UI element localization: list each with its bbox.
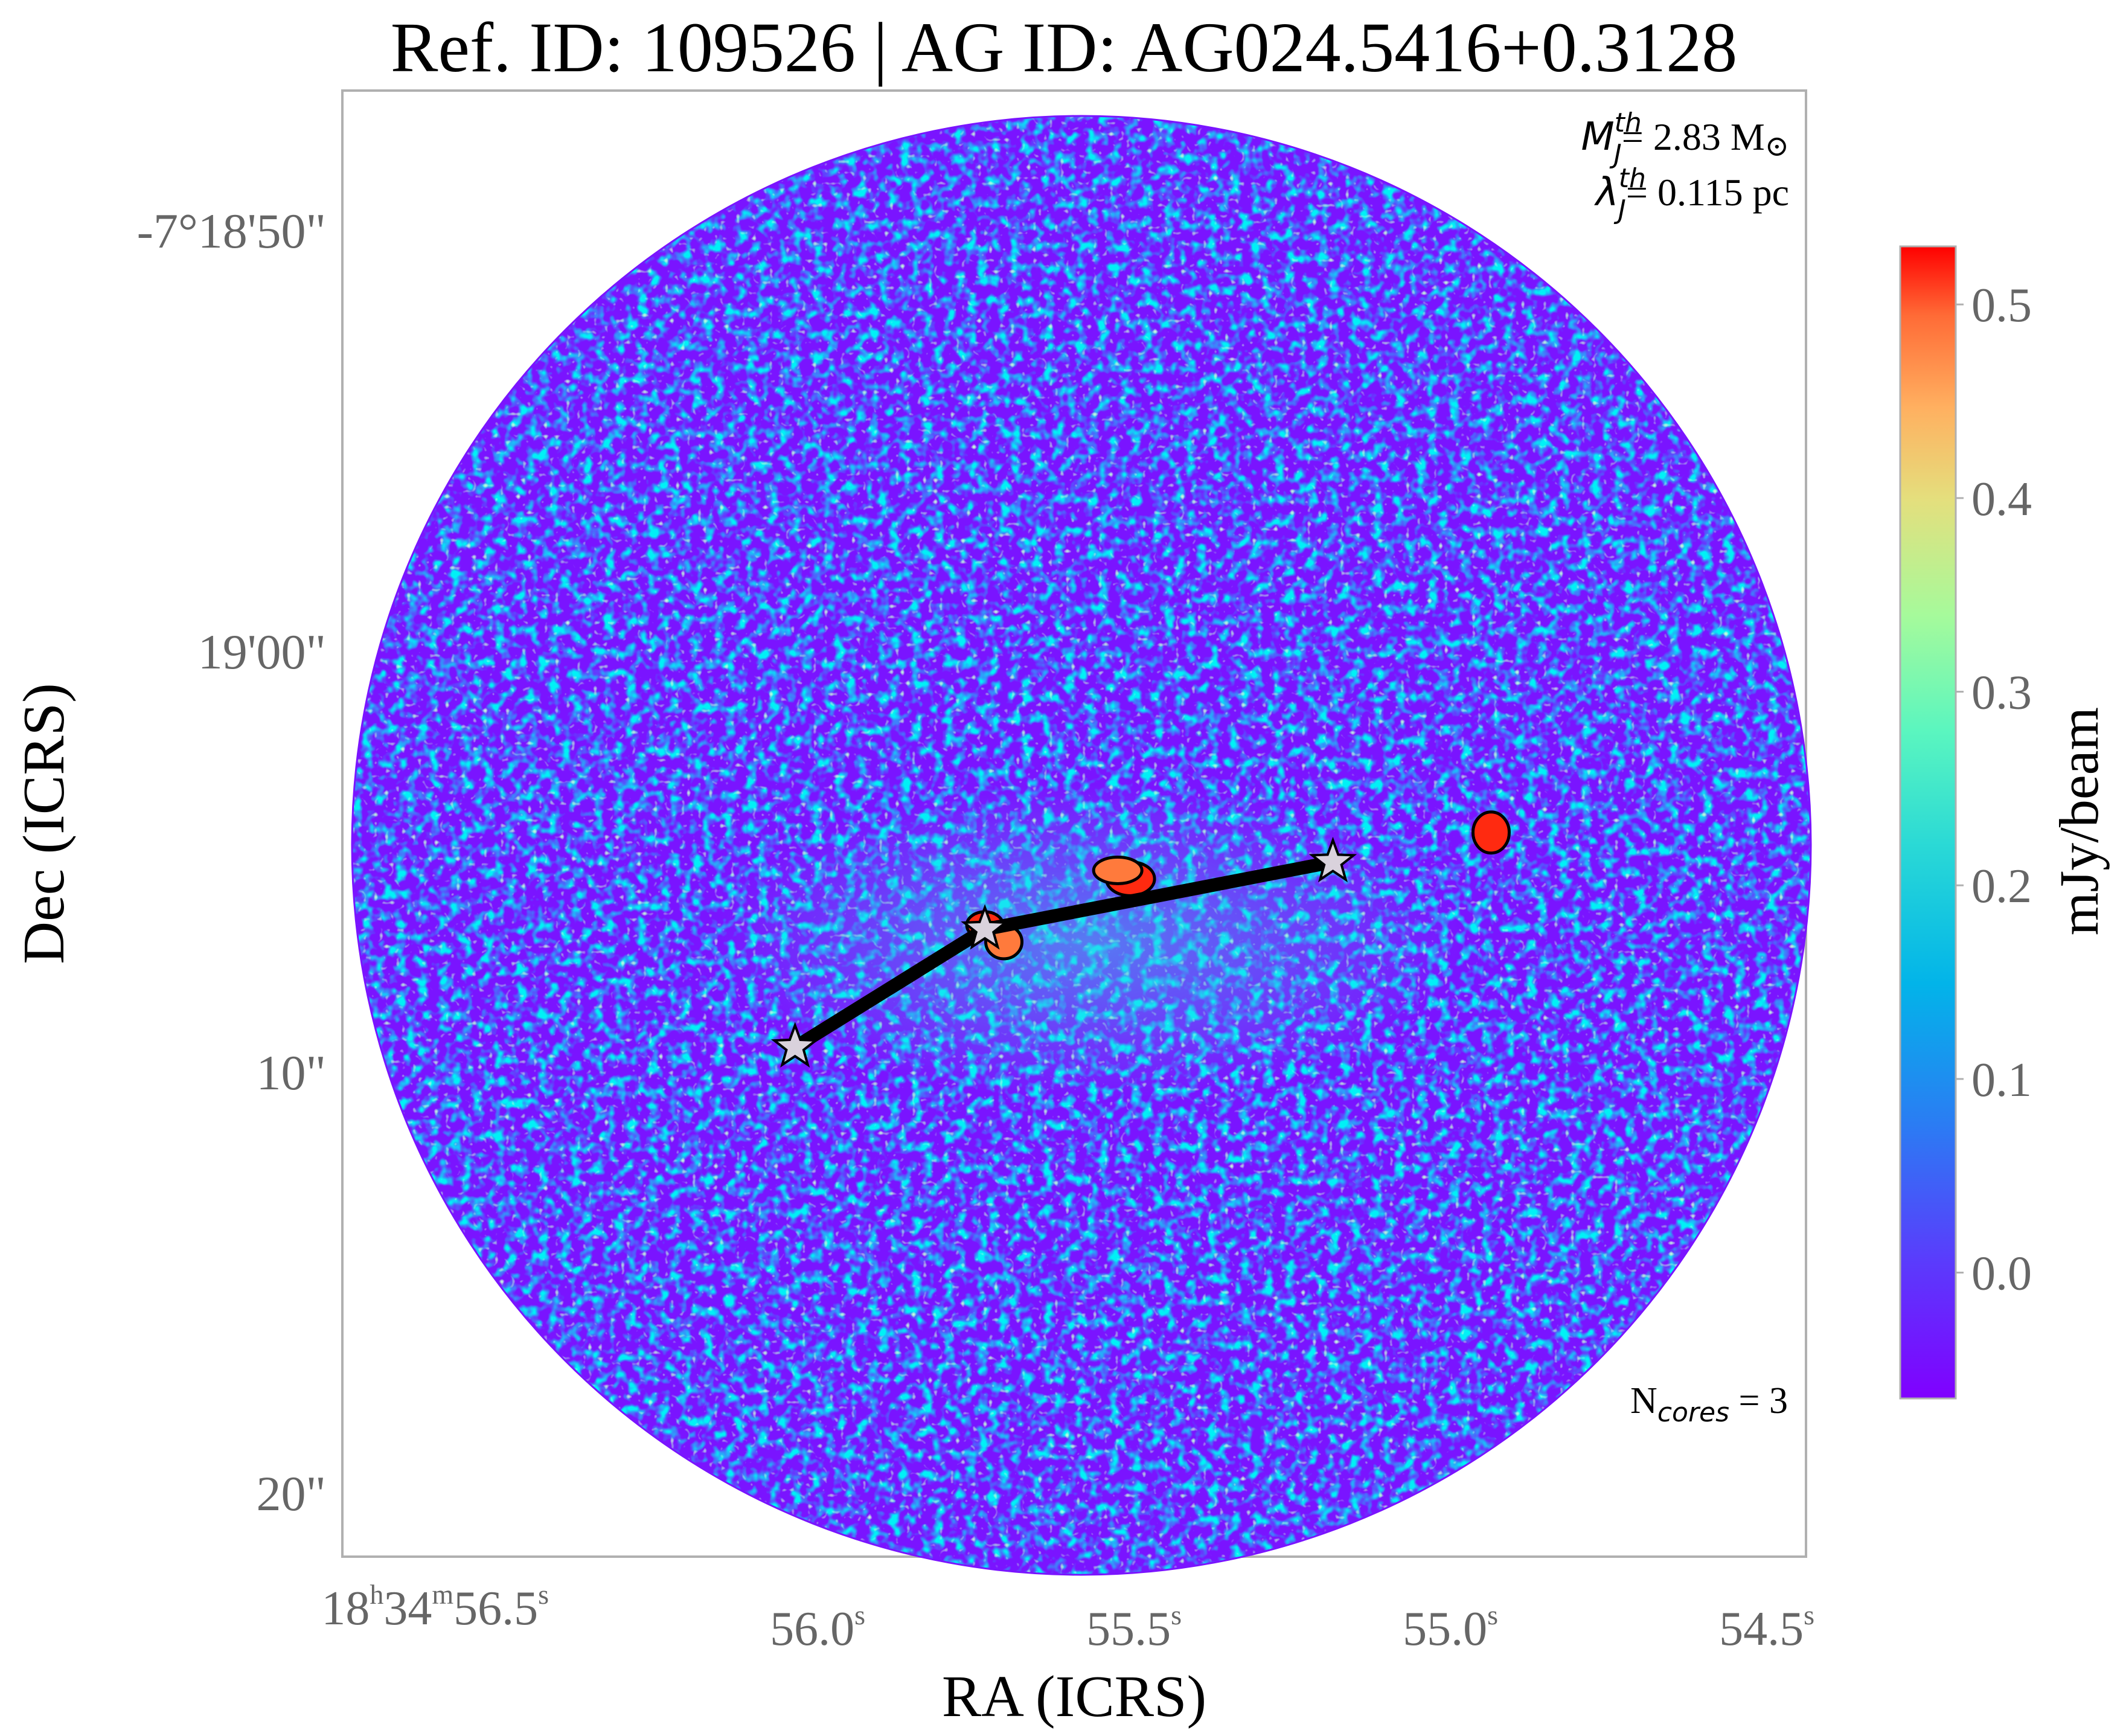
emission-blob bbox=[1471, 810, 1511, 855]
jeans-length-annotation: λth J= 0.115 pc bbox=[1594, 163, 1789, 225]
colorbar-tick-label: 0.4 bbox=[1971, 473, 2032, 526]
chart-title: Ref. ID: 109526 | AG ID: AG024.5416+0.31… bbox=[391, 8, 1737, 87]
ncores-annotation: Ncores = 3 bbox=[1630, 1380, 1788, 1428]
y-axis-ticks: -7°18'50" 19'00" 10" 20" bbox=[137, 203, 326, 1521]
colorbar-label: mJy/beam bbox=[2048, 707, 2110, 935]
x-tick-label: 54.5s bbox=[1719, 1600, 1814, 1656]
x-tick-label: 55.0s bbox=[1403, 1600, 1498, 1656]
colorbar-tick-label: 0.0 bbox=[1971, 1248, 2032, 1301]
x-tick-label: 55.5s bbox=[1086, 1600, 1182, 1656]
map-edge bbox=[351, 115, 1812, 1576]
colorbar-ticks: 0.0 0.1 0.2 0.3 0.4 0.5 bbox=[1956, 279, 2032, 1301]
colorbar-tick-label: 0.2 bbox=[1971, 860, 2032, 913]
y-tick-label: 20" bbox=[257, 1466, 326, 1521]
jeans-mass-annotation: Mth J= 2.83 M⊙ bbox=[1581, 107, 1789, 170]
emission-blob bbox=[1092, 855, 1144, 885]
y-tick-label: 10" bbox=[257, 1045, 326, 1100]
x-axis-ticks: 18h34m56.5s 56.0s 55.5s 55.0s 54.5s bbox=[321, 1579, 1814, 1656]
colorbar-tick-label: 0.5 bbox=[1971, 279, 2032, 332]
colorbar bbox=[1899, 245, 1957, 1400]
x-tick-label: 56.0s bbox=[770, 1600, 865, 1656]
core-star-marker bbox=[1308, 836, 1357, 883]
core-star-marker bbox=[770, 1022, 819, 1068]
intensity-map bbox=[352, 116, 1811, 1575]
core-markers bbox=[770, 836, 1357, 1068]
y-tick-label: -7°18'50" bbox=[137, 203, 326, 258]
colorbar-tick-label: 0.3 bbox=[1971, 667, 2032, 720]
core-star-marker bbox=[961, 904, 1009, 950]
x-tick-label: 18h34m56.5s bbox=[321, 1579, 549, 1635]
y-tick-label: 19'00" bbox=[198, 624, 326, 679]
x-axis-label: RA (ICRS) bbox=[942, 1664, 1206, 1729]
y-axis-label: Dec (ICRS) bbox=[11, 683, 77, 964]
colorbar-tick-label: 0.1 bbox=[1971, 1054, 2032, 1107]
